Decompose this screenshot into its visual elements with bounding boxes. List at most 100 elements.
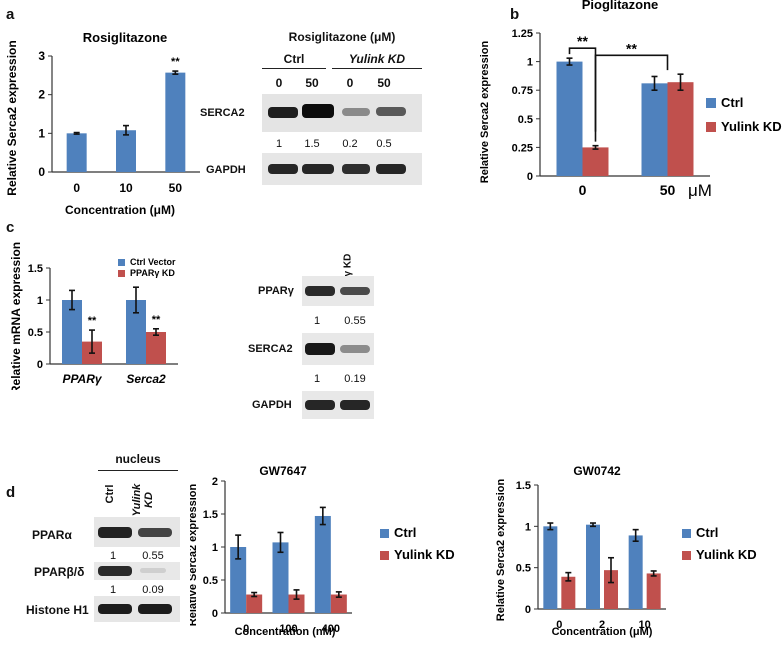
y-tick-label: 2 (212, 476, 218, 488)
blot-d-beta-strip (94, 562, 180, 580)
x-tick-label: 0 (579, 182, 587, 198)
y-tick-label: 0.25 (512, 142, 533, 154)
legend-label: Yulink KD (721, 119, 782, 134)
y-tick-label: 3 (38, 49, 45, 63)
panel-label-b: b (510, 6, 520, 23)
chart-b: Pioglitazone Relative Serca2 expression … (479, 0, 782, 200)
chart-d1-ylabel: Relative Serca2 expression (190, 483, 199, 626)
blot-d-row-histone: Histone H1 (26, 603, 89, 617)
chart-a-title: Rosiglitazone (83, 30, 168, 45)
chart-a-ylabel: Relative Serca2 expression (5, 40, 19, 195)
y-tick-label: 0 (212, 608, 218, 620)
bar (646, 573, 661, 609)
y-tick-label: 0 (527, 171, 533, 183)
panel-label-c: c (6, 219, 15, 236)
y-tick-label: 1 (527, 57, 533, 69)
blot-c-pparg-strip (302, 276, 374, 306)
significance-label: ** (152, 314, 161, 326)
blot-d-lane-kd: Yulink KD (131, 483, 155, 517)
blot-d-quant-beta-2: 0.09 (142, 584, 164, 596)
bar (246, 594, 263, 613)
blot-c-quant-pparg-2: 0.55 (344, 315, 366, 327)
bar (146, 332, 166, 364)
chart-d2-ylabel: Relative Serca2 expression (495, 478, 507, 621)
y-tick-label: 0.5 (518, 114, 533, 126)
bar (556, 61, 583, 176)
legend-label: Yulink KD (394, 547, 455, 562)
legend-label: Ctrl (721, 95, 743, 110)
blot-d-row-beta: PPARβ/δ (34, 565, 85, 579)
blot-d-quant-alpha-2: 0.55 (142, 550, 164, 562)
x-tick-label: 100 (279, 623, 297, 635)
y-tick-label: 0 (38, 165, 45, 179)
bar (330, 594, 347, 613)
legend-swatch (706, 98, 716, 108)
x-tick-label: 400 (322, 623, 340, 635)
panel-label-a: a (6, 6, 15, 23)
legend-swatch (380, 529, 389, 538)
blot-a-quant-2: 1.5 (304, 138, 320, 150)
bar (561, 576, 576, 609)
x-tick-label: 0 (556, 619, 562, 631)
blot-c-quant-serca2-2: 0.19 (344, 373, 366, 385)
significance-label: ** (88, 315, 97, 327)
x-tick-label: 2 (599, 619, 605, 631)
chart-b-title: Pioglitazone (582, 0, 659, 12)
blot-c-row-pparg: PPARγ (258, 285, 294, 297)
blot-c-serca2-strip (302, 333, 374, 365)
bar (314, 515, 331, 613)
bar (288, 594, 305, 613)
bar (582, 147, 609, 176)
blot-a-gapdh-strip (262, 153, 422, 185)
legend-swatch (682, 529, 691, 538)
y-tick-label: 1 (37, 295, 43, 307)
legend-label: Yulink KD (696, 547, 757, 562)
y-tick-label: 0.5 (203, 575, 218, 587)
x-tick-label: 0 (243, 623, 249, 635)
y-tick-label: 0.5 (516, 563, 531, 575)
x-tick-label: 50 (660, 182, 676, 198)
bar (116, 130, 136, 172)
significance-label: ** (626, 40, 637, 56)
legend-swatch (118, 270, 125, 277)
bar (230, 547, 247, 613)
blot-a-group-kd: Yulink KD (332, 52, 422, 69)
x-tick-label: 10 (119, 181, 133, 195)
chart-b-ylabel: Relative Serca2 expression (479, 40, 491, 183)
x-tick-label: PPARγ (62, 372, 102, 386)
bar (165, 72, 186, 172)
y-tick-label: 1.5 (28, 263, 43, 275)
legend-label: Ctrl (394, 525, 416, 540)
y-tick-label: 1 (212, 542, 218, 554)
x-tick-label: Serca2 (126, 372, 166, 386)
y-tick-label: 1 (525, 521, 531, 533)
bar (667, 82, 694, 176)
blot-c-row-serca2: SERCA2 (248, 343, 293, 355)
blot-a-lane-4: 50 (377, 76, 391, 90)
panel-label-d: d (6, 484, 16, 501)
blot-c-gapdh-strip (302, 391, 374, 419)
blot-a-row-serca2: SERCA2 (200, 107, 245, 119)
chart-a: Rosiglitazone Relative Serca2 expression… (5, 30, 200, 217)
y-tick-label: 0.5 (28, 327, 43, 339)
chart-d1: GW7647 Relative Serca2 expression Concen… (190, 464, 455, 638)
blot-a-quant-4: 0.5 (376, 138, 392, 150)
bar (66, 133, 87, 172)
blot-a-lane-3: 0 (346, 76, 354, 90)
y-tick-label: 0.75 (512, 85, 533, 97)
blot-d-histone-strip (94, 596, 180, 622)
blot-a-serca2-strip (262, 94, 422, 132)
chart-d1-xlabel: Concentration (nM) (235, 626, 336, 638)
blot-c-row-gapdh: GAPDH (252, 399, 292, 411)
y-tick-label: 2 (38, 88, 45, 102)
y-tick-label: 1.25 (512, 28, 533, 40)
legend-label: PPARγ KD (130, 268, 175, 278)
chart-d2-title: GW0742 (573, 464, 621, 478)
legend-swatch (706, 122, 716, 132)
blot-c-quant-serca2-1: 1 (313, 373, 321, 385)
y-tick-label: 0 (525, 604, 531, 616)
legend-label: Ctrl (696, 525, 718, 540)
chart-c-ylabel: Relative mRNA expression (9, 242, 23, 390)
y-tick-label: 0 (37, 359, 43, 371)
blot-a-quant-1: 1 (275, 138, 283, 150)
